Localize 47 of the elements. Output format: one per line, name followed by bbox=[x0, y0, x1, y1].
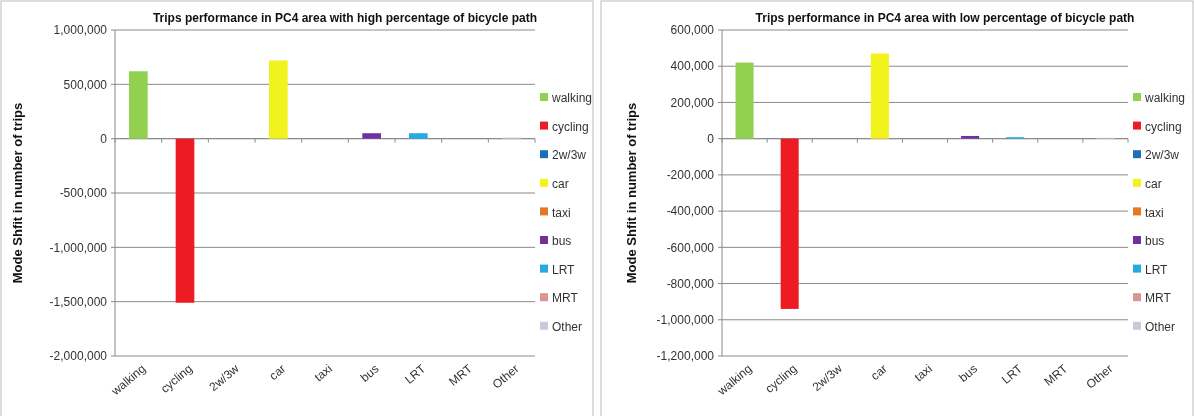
x-tick-label: taxi bbox=[911, 361, 935, 385]
y-tick-label: -2,000,000 bbox=[49, 349, 108, 364]
legend-label: 2w/3w bbox=[552, 148, 587, 163]
legend-label: walking bbox=[551, 91, 593, 106]
y-tick-label: 600,000 bbox=[670, 23, 715, 38]
legend-label: walking bbox=[1144, 91, 1186, 106]
x-tick-label: car bbox=[868, 361, 890, 384]
x-tick-label: LRT bbox=[402, 361, 429, 387]
y-tick-label: -600,000 bbox=[666, 240, 715, 255]
legend-label: LRT bbox=[552, 262, 576, 277]
chart-title: Trips performance in PC4 area with low percentage of bicycle path bbox=[755, 11, 1135, 25]
legend-label: MRT bbox=[1145, 291, 1172, 306]
x-tick-label: bus bbox=[956, 361, 981, 385]
y-tick-label: -1,000,000 bbox=[656, 312, 715, 327]
y-tick-label: -200,000 bbox=[666, 168, 715, 183]
legend-label: cycling bbox=[1145, 119, 1182, 134]
legend-label: taxi bbox=[1145, 205, 1164, 220]
y-tick-label: 500,000 bbox=[63, 77, 108, 92]
chart-title: Trips performance in PC4 area with high percentage of bicycle path bbox=[152, 11, 538, 25]
legend-label: Other bbox=[552, 320, 583, 334]
y-axis-title: Mode Shfit in number of trips bbox=[624, 102, 639, 284]
y-tick-label: 0 bbox=[100, 131, 108, 146]
y-tick-label: -1,200,000 bbox=[656, 349, 715, 364]
legend-label: Other bbox=[1145, 320, 1176, 334]
legend-label: LRT bbox=[1145, 262, 1169, 277]
x-tick-label: car bbox=[266, 361, 289, 384]
legend-label: bus bbox=[552, 234, 572, 249]
legend-label: MRT bbox=[552, 291, 579, 306]
y-tick-label: -1,000,000 bbox=[49, 240, 108, 255]
y-axis-title: Mode Shfit in number of trips bbox=[10, 102, 25, 284]
y-tick-label: -500,000 bbox=[59, 186, 108, 201]
y-tick-label: 200,000 bbox=[670, 95, 715, 110]
legend-label: car bbox=[1145, 177, 1162, 191]
x-tick-label: LRT bbox=[998, 361, 1026, 387]
y-tick-label: 400,000 bbox=[670, 59, 715, 74]
y-tick-label: 1,000,000 bbox=[53, 23, 108, 38]
legend-label: 2w/3w bbox=[1145, 148, 1180, 163]
x-tick-label: bus bbox=[357, 361, 382, 385]
legend-label: cycling bbox=[552, 119, 589, 134]
legend-label: taxi bbox=[552, 205, 571, 220]
y-tick-label: -800,000 bbox=[666, 276, 715, 291]
legend-label: bus bbox=[1145, 234, 1165, 249]
x-tick-label: taxi bbox=[311, 361, 335, 385]
y-tick-label: 0 bbox=[707, 131, 715, 146]
y-tick-label: -1,500,000 bbox=[49, 294, 108, 309]
legend-label: car bbox=[552, 177, 569, 191]
y-tick-label: -400,000 bbox=[666, 204, 715, 219]
